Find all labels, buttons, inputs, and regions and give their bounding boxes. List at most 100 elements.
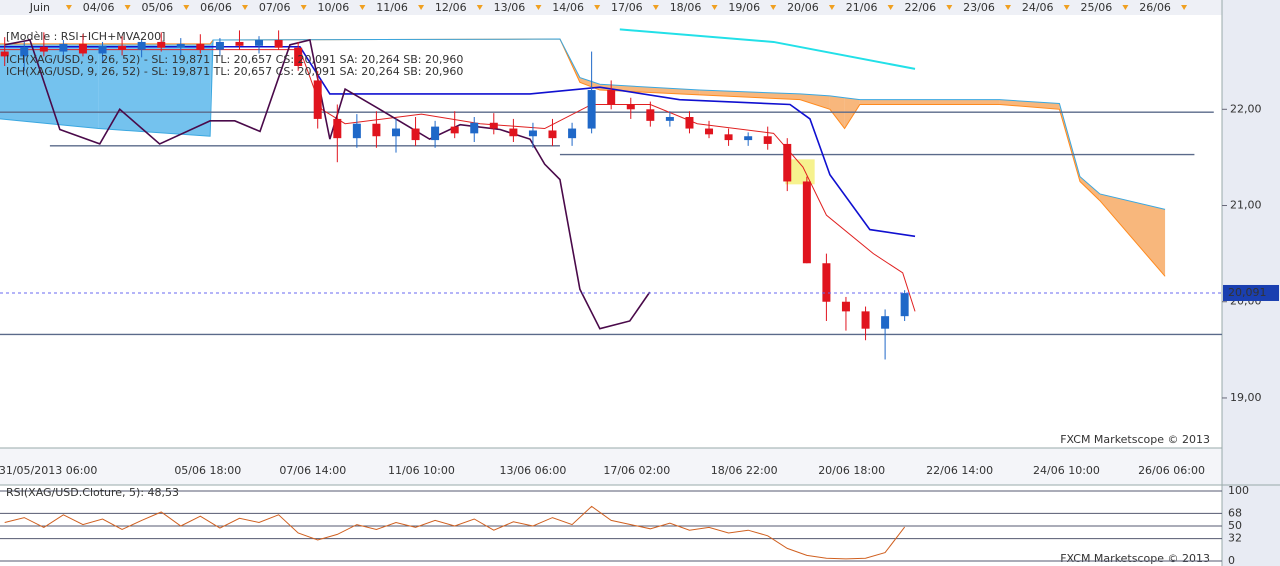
chart-title: [Modèle : RSI+ICH+MVA200] xyxy=(6,30,165,43)
candle-body xyxy=(881,316,890,329)
x-bottom-tick-label: 18/06 22:00 xyxy=(711,464,778,477)
cloud-segment xyxy=(799,93,830,110)
indicator-line xyxy=(0,49,916,312)
watermark: FXCM Marketscope © 2013 xyxy=(1060,552,1210,565)
candle-body xyxy=(176,43,185,48)
x-top-tick-label: 11/06 xyxy=(376,1,408,14)
x-top-tick-label: 19/06 xyxy=(728,1,760,14)
candle-body xyxy=(196,43,205,50)
cloud-segment xyxy=(98,43,211,137)
legend-text: ICH(XAG/USD, 9, 26, 52) - SL: 19,871 TL:… xyxy=(6,53,463,66)
candle-body xyxy=(215,41,224,50)
candle-body xyxy=(157,41,166,48)
x-top-tick-label: 10/06 xyxy=(318,1,350,14)
day-marker xyxy=(241,5,248,10)
day-marker xyxy=(828,5,835,10)
price-axis-strip xyxy=(1222,0,1280,566)
day-marker xyxy=(1005,5,1012,10)
rsi-tick-label: 68 xyxy=(1228,506,1242,519)
rsi-title: RSI(XAG/USD.Cloture, 5): 48,53 xyxy=(6,486,179,499)
candle-body xyxy=(489,122,498,129)
candle-body xyxy=(548,130,557,139)
candle-body xyxy=(822,263,831,302)
day-marker xyxy=(652,5,659,10)
candle-body xyxy=(626,104,635,110)
x-bottom-tick-label: 13/06 06:00 xyxy=(499,464,566,477)
x-top-tick-label: 24/06 xyxy=(1022,1,1054,14)
candle-body xyxy=(372,123,381,137)
day-marker xyxy=(476,5,483,10)
x-top-tick-label: 13/06 xyxy=(494,1,526,14)
senkou-a xyxy=(0,38,1166,277)
rsi-line xyxy=(4,505,906,560)
candle-body xyxy=(646,109,655,121)
candle-body xyxy=(900,293,909,317)
candle-body xyxy=(705,128,714,135)
x-bottom-tick-label: 24/06 10:00 xyxy=(1033,464,1100,477)
candle-body xyxy=(98,45,107,54)
senkou-b xyxy=(0,38,1166,210)
candle-body xyxy=(294,47,303,66)
candle-body xyxy=(568,128,577,139)
day-marker xyxy=(711,5,718,10)
rsi-tick-label: 0 xyxy=(1228,554,1235,566)
cloud-segment xyxy=(599,84,700,95)
candle-body xyxy=(137,41,146,50)
day-marker xyxy=(359,5,366,10)
x-top-tick-label: 23/06 xyxy=(963,1,995,14)
candle-body xyxy=(450,126,459,134)
day-marker xyxy=(418,5,425,10)
day-marker xyxy=(594,5,601,10)
candle-body xyxy=(861,311,870,329)
x-bottom-tick-label: 26/06 06:00 xyxy=(1138,464,1205,477)
x-bottom-tick-label: 05/06 18:00 xyxy=(174,464,241,477)
x-top-tick-label: 05/06 xyxy=(141,1,173,14)
x-bottom-tick-label: 17/06 02:00 xyxy=(603,464,670,477)
candle-body xyxy=(118,45,127,50)
x-top-tick-label: 25/06 xyxy=(1081,1,1113,14)
x-bottom-tick-label: 11/06 10:00 xyxy=(388,464,455,477)
y-tick-label: 19,00 xyxy=(1230,391,1262,404)
x-top-tick-label: 12/06 xyxy=(435,1,467,14)
candle-body xyxy=(841,301,850,312)
candle-body xyxy=(0,51,9,57)
day-marker xyxy=(183,5,190,10)
legend-text: ICH(XAG/USD, 9, 26, 52) - SL: 19,871 TL:… xyxy=(6,65,463,78)
candle-body xyxy=(333,118,342,139)
x-top-tick-label: 18/06 xyxy=(670,1,702,14)
x-top-tick-label: 20/06 xyxy=(787,1,819,14)
candle-body xyxy=(352,123,361,139)
candle-body xyxy=(274,40,283,48)
cloud-segment xyxy=(1079,176,1100,201)
candle-body xyxy=(59,43,68,52)
x-bottom-tick-label: 07/06 14:00 xyxy=(279,464,346,477)
candle-body xyxy=(39,46,48,52)
candle-body xyxy=(763,136,772,144)
x-top-tick-label: 26/06 xyxy=(1139,1,1171,14)
rsi-tick-label: 100 xyxy=(1228,484,1249,497)
candle-body xyxy=(313,80,322,119)
x-top-tick-label: 07/06 xyxy=(259,1,291,14)
x-top-tick-label: 22/06 xyxy=(904,1,936,14)
rsi-tick-label: 50 xyxy=(1228,519,1242,532)
candle-body xyxy=(20,46,29,57)
x-top-tick-label: 21/06 xyxy=(846,1,878,14)
x-bottom-tick-label: 20/06 18:00 xyxy=(818,464,885,477)
x-top-tick-label: 06/06 xyxy=(200,1,232,14)
cloud-segment xyxy=(859,99,1000,105)
last-price-label: 20,091 xyxy=(1228,286,1267,299)
candle-body xyxy=(235,41,244,46)
candle-body xyxy=(255,40,264,46)
y-tick-label: 21,00 xyxy=(1230,199,1262,212)
candle-body xyxy=(665,116,674,121)
day-marker xyxy=(887,5,894,10)
cloud-segment xyxy=(999,99,1060,110)
candle-body xyxy=(431,126,440,141)
candle-body xyxy=(607,90,616,105)
y-tick-label: 22,00 xyxy=(1230,102,1262,115)
x-top-tick-label: Juin xyxy=(29,1,50,14)
cloud-segment xyxy=(844,97,860,129)
top-date-strip xyxy=(0,0,1222,15)
day-marker xyxy=(946,5,953,10)
